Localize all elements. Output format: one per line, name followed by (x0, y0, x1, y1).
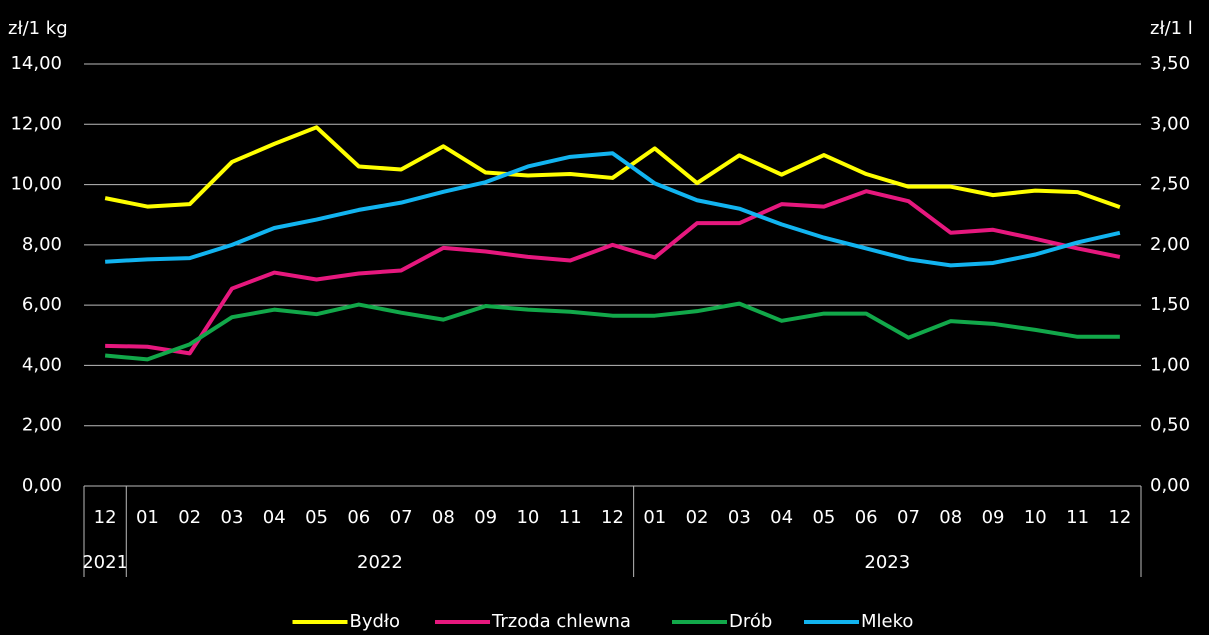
x-tick-label: 11 (559, 507, 582, 528)
x-year-label: 2022 (357, 552, 403, 573)
y2-tick-label: 0,00 (1150, 475, 1190, 496)
series-line (105, 151, 1121, 268)
y2-tick-label: 1,50 (1150, 294, 1190, 315)
y-axis-label: zł/1 kg (8, 18, 68, 39)
x-tick-label: 05 (305, 507, 328, 528)
y2-axis-label: zł/1 l (1150, 18, 1193, 39)
y2-tick-label: 3,00 (1150, 113, 1190, 134)
y-tick-label: 2,00 (22, 415, 62, 436)
x-tick-label: 05 (812, 507, 835, 528)
y2-tick-label: 3,50 (1150, 53, 1190, 74)
x-tick-label: 04 (263, 507, 286, 528)
y2-tick-label: 2,00 (1150, 234, 1190, 255)
y-tick-label: 8,00 (22, 234, 62, 255)
x-tick-label: 03 (728, 507, 751, 528)
x-tick-label: 06 (855, 507, 878, 528)
x-tick-label: 03 (221, 507, 244, 528)
y-tick-label: 0,00 (22, 475, 62, 496)
x-year-label: 2021 (82, 552, 128, 573)
y2-tick-label: 1,00 (1150, 354, 1190, 375)
series-line (105, 189, 1121, 356)
x-tick-label: 02 (686, 507, 709, 528)
x-tick-label: 01 (136, 507, 159, 528)
x-tick-label: 01 (643, 507, 666, 528)
y-tick-label: 4,00 (22, 354, 62, 375)
y2-tick-label: 0,50 (1150, 415, 1190, 436)
x-tick-label: 12 (601, 507, 624, 528)
legend-label: Trzoda chlewna (491, 611, 631, 632)
y-tick-label: 14,00 (10, 53, 62, 74)
legend-label: Mleko (861, 611, 913, 632)
x-tick-label: 12 (1108, 507, 1131, 528)
x-tick-label: 09 (982, 507, 1005, 528)
x-tick-label: 02 (178, 507, 201, 528)
x-tick-label: 07 (390, 507, 413, 528)
x-year-label: 2023 (864, 552, 910, 573)
y2-tick-label: 2,50 (1150, 174, 1190, 195)
x-tick-label: 10 (516, 507, 539, 528)
x-tick-label: 09 (474, 507, 497, 528)
x-tick-label: 04 (770, 507, 793, 528)
series-line (104, 301, 1120, 362)
x-tick-label: 07 (897, 507, 920, 528)
y-tick-label: 12,00 (10, 113, 62, 134)
x-tick-label: 08 (432, 507, 455, 528)
x-tick-label: 10 (1024, 507, 1047, 528)
legend-label: Drób (729, 611, 772, 632)
legend-label: Bydło (350, 611, 401, 632)
x-tick-label: 08 (939, 507, 962, 528)
x-tick-label: 12 (94, 507, 117, 528)
series-line (104, 125, 1121, 210)
x-tick-label: 11 (1066, 507, 1089, 528)
y-tick-label: 6,00 (22, 294, 62, 315)
y-tick-label: 10,00 (10, 174, 62, 195)
x-tick-label: 06 (347, 507, 370, 528)
